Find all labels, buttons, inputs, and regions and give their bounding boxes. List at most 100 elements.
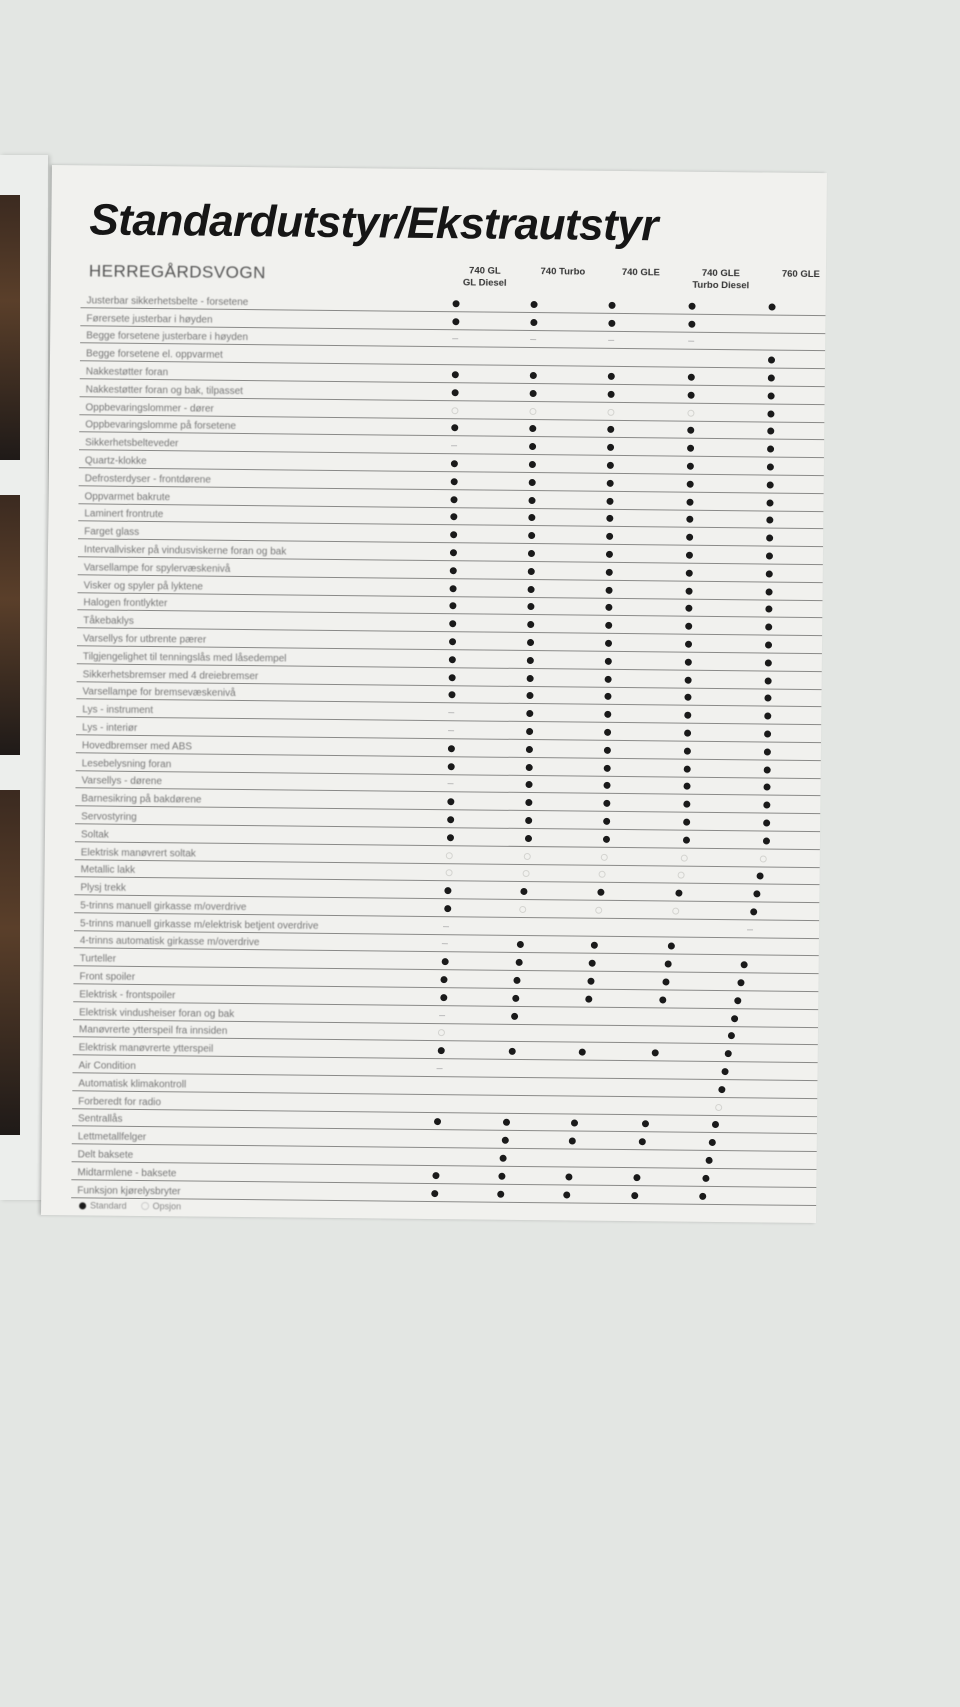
standard-dot-icon [762, 837, 770, 845]
standard-dot-icon [686, 462, 694, 470]
adjacent-page-photo [0, 790, 20, 1135]
standard-dot-icon [765, 588, 773, 596]
not-available-dash [442, 943, 449, 945]
column-header: 740 GLE [621, 266, 660, 279]
standard-dot-icon [683, 818, 691, 826]
standard-dot-icon [766, 516, 774, 524]
standard-dot-icon [499, 1154, 508, 1162]
standard-dot-icon [529, 443, 537, 451]
standard-dot-icon [763, 783, 771, 791]
standard-dot-icon [450, 477, 458, 486]
standard-dot-icon [569, 1137, 577, 1145]
standard-dot-icon [766, 481, 774, 489]
not-available-dash [439, 1014, 446, 1016]
standard-dot-icon [764, 677, 772, 685]
row-label: Manøvrerte ytterspeil fra innsiden [78, 1024, 228, 1038]
standard-dot-icon [684, 693, 692, 702]
option-circle-icon [687, 409, 695, 417]
adjacent-page-photo [0, 495, 20, 755]
standard-dot-icon [688, 320, 696, 328]
not-available-dash [530, 339, 537, 341]
page-title: Standardutstyr/Ekstrautstyr [89, 195, 659, 251]
row-label: Varsellys - dørene [81, 775, 163, 788]
not-available-dash [688, 341, 695, 343]
standard-dot-icon [686, 480, 694, 488]
not-available-dash [451, 445, 458, 447]
standard-dot-icon [766, 499, 774, 507]
row-label: Varsellampe for spylervæskenivå [83, 562, 231, 575]
standard-dot-icon [763, 748, 771, 756]
standard-dot-icon [604, 710, 612, 719]
option-circle-icon [715, 1103, 723, 1111]
row-label: Metallic lakk [80, 864, 136, 877]
standard-dot-icon [525, 816, 533, 824]
standard-dot-icon [604, 657, 612, 665]
standard-dot-icon [450, 495, 458, 503]
row-label: Førersete justerbar i høyden [86, 312, 213, 326]
option-circle-icon [438, 1029, 446, 1037]
standard-dot-icon [763, 801, 771, 809]
standard-dot-icon [685, 551, 693, 559]
standard-dot-icon [449, 584, 457, 592]
standard-dot-icon [702, 1174, 710, 1182]
standard-dot-icon [683, 782, 691, 791]
row-label: Elektrisk manøvrerte ytterspeil [78, 1042, 214, 1056]
standard-dot-icon [607, 390, 615, 398]
standard-dot-icon [765, 570, 773, 578]
row-label: 5-trinns manuell girkasse m/elektrisk be… [80, 918, 319, 932]
standard-dot-icon [687, 373, 695, 381]
standard-dot-icon [439, 993, 447, 1002]
standard-dot-icon [604, 675, 612, 683]
standard-dot-icon [604, 693, 612, 701]
row-label: Automatisk klimakontroll [78, 1078, 187, 1091]
adjacent-page-photo [0, 195, 20, 460]
standard-dot-icon [501, 1137, 509, 1145]
standard-dot-icon [764, 659, 772, 667]
option-circle-icon [523, 852, 531, 860]
standard-dot-icon [756, 872, 764, 880]
row-label: Lettmetallfelger [77, 1131, 147, 1144]
standard-dot-icon [447, 816, 455, 824]
standard-dot-icon [606, 479, 614, 487]
standard-dot-icon [530, 300, 538, 308]
standard-dot-icon [565, 1173, 573, 1181]
standard-dot-icon [763, 819, 771, 827]
column-header: 760 GLE [781, 268, 820, 281]
row-label: Barnesikring på bakdørene [81, 793, 202, 806]
standard-dot-icon [603, 782, 611, 790]
standard-dot-icon [682, 836, 691, 844]
standard-dot-icon [502, 1119, 510, 1127]
standard-dot-icon [525, 799, 533, 807]
row-label: Halogen frontlykter [83, 597, 168, 610]
standard-dot-icon [498, 1172, 506, 1180]
row-label: Elektrisk - frontspoiler [79, 989, 176, 1002]
option-circle-icon [598, 871, 607, 879]
standard-dot-icon [528, 460, 536, 469]
option-circle-icon [451, 406, 459, 414]
standard-dot-icon [431, 1189, 439, 1197]
standard-dot-icon [527, 585, 535, 593]
standard-dot-icon [608, 301, 616, 309]
section-heading: HERREGÅRDSVOGN [88, 261, 267, 283]
standard-dot-icon [448, 691, 456, 699]
not-available-dash [447, 783, 454, 785]
standard-dot-icon [764, 730, 772, 738]
standard-dot-icon [607, 426, 615, 434]
standard-dot-icon [766, 463, 774, 471]
standard-dot-icon [659, 996, 667, 1004]
standard-dot-icon [687, 391, 695, 399]
row-label: Lesebelysning foran [81, 757, 172, 770]
standard-dot-icon [602, 835, 611, 843]
row-label: Farget glass [84, 526, 140, 539]
standard-dot-icon [740, 961, 748, 969]
standard-dot-icon [767, 392, 775, 400]
standard-dot-icon [451, 424, 459, 432]
standard-dot-icon [607, 444, 615, 452]
standard-dot-icon [734, 997, 742, 1005]
not-available-dash [608, 340, 615, 342]
standard-dot-icon [606, 515, 614, 523]
standard-dot-icon [450, 460, 458, 468]
standard-dot-icon [441, 958, 449, 966]
standard-dot-icon [684, 658, 692, 666]
standard-dot-icon [563, 1191, 571, 1199]
